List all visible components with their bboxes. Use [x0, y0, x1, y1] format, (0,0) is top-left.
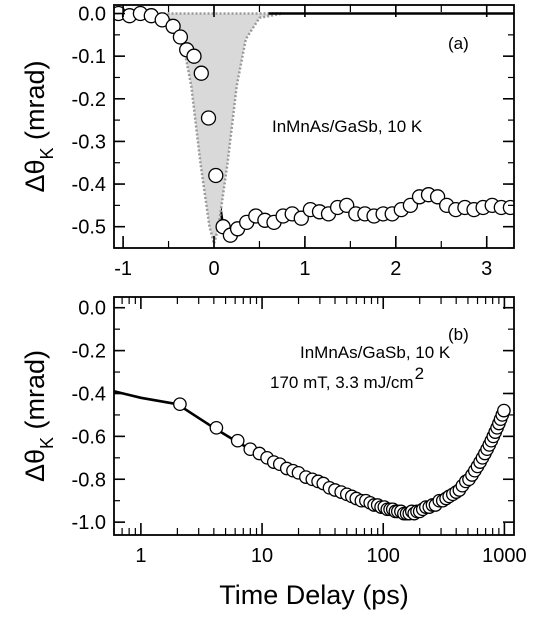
chart-panel-a: 0.0 -0.1 -0.2 -0.3 -0.4 -0.5 -1 0 1 2 3 (a) InMnAs/G…	[20, 4, 517, 280]
y-tick-label: -0.1	[72, 46, 106, 68]
y-axis-label-subscript: K	[37, 437, 57, 449]
x-tick-label: 1000	[482, 545, 527, 567]
data-point	[187, 49, 201, 63]
annotation-superscript: 2	[415, 364, 424, 383]
y-tick-label: -0.6	[72, 426, 106, 448]
y-axis-label-subscript: K	[37, 147, 57, 159]
data-point	[503, 201, 517, 215]
y-tick-label: -0.4	[72, 174, 106, 196]
annotation-text: 170 mT, 3.3 mJ/cm	[270, 373, 414, 392]
plot-area	[114, 391, 510, 520]
x-tick-label: 3	[481, 258, 492, 280]
data-point	[232, 435, 244, 447]
x-tick-label: 1	[299, 258, 310, 280]
data-point	[202, 111, 216, 125]
data-point	[173, 30, 187, 44]
panel-label: (a)	[448, 34, 469, 53]
x-tick-label: 2	[390, 258, 401, 280]
x-tick-label: -1	[114, 258, 132, 280]
y-tick-label: 0.0	[78, 298, 106, 320]
data-point	[194, 66, 208, 80]
x-axis-label: Time Delay (ps)	[219, 580, 409, 610]
annotation-text: InMnAs/GaSb, 10 K	[300, 343, 451, 362]
data-point	[210, 422, 222, 434]
chart-panel-b: 0.0 -0.2 -0.4 -0.6 -0.8 -1.0 1 10 100 1000 (b)InMn…	[20, 297, 527, 610]
y-tick-label: -0.8	[72, 469, 106, 491]
data-point	[174, 398, 186, 410]
y-tick-label: -1.0	[72, 512, 106, 534]
pump-pulse-area	[146, 14, 282, 244]
panel-label: (b)	[448, 325, 469, 344]
data-point	[209, 169, 223, 183]
y-axis-label-main: Δθ	[20, 449, 50, 482]
y-tick-label: -0.4	[72, 383, 106, 405]
y-axis-label-unit: (mrad)	[20, 350, 50, 437]
y-axis-label-unit: (mrad)	[20, 60, 50, 147]
annotation-text: InMnAs/GaSb, 10 K	[272, 117, 423, 136]
x-tick-label: 100	[367, 545, 400, 567]
y-axis-label: ΔθK (mrad)	[20, 350, 57, 482]
y-axis-label: ΔθK (mrad)	[20, 60, 57, 192]
x-tick-label: 1	[135, 545, 146, 567]
y-axis-label-main: Δθ	[20, 159, 50, 192]
y-tick-label: -0.2	[72, 341, 106, 363]
y-tick-label: -0.5	[72, 217, 106, 239]
x-tick-label: 10	[251, 545, 273, 567]
y-tick-label: 0.0	[78, 4, 106, 26]
y-tick-label: -0.2	[72, 89, 106, 111]
x-tick-label: 0	[208, 258, 219, 280]
y-tick-label: -0.3	[72, 131, 106, 153]
